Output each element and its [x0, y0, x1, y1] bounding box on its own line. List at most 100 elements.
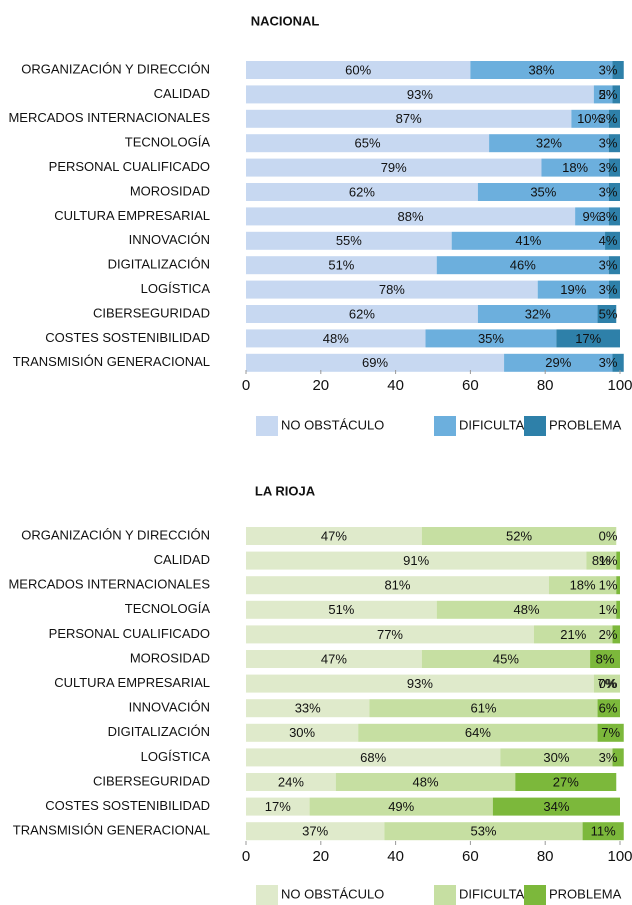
bar-segment: [612, 748, 624, 767]
chart-title: LA RIOJA: [255, 483, 316, 498]
value-label: 62%: [349, 184, 375, 199]
value-label: 51%: [328, 602, 354, 617]
legend-label: DIFICULTAD: [459, 417, 534, 432]
bar-segment: [593, 85, 613, 104]
bar-segment: [597, 305, 617, 323]
bar-segment: [246, 61, 471, 79]
x-tick-label: 0: [242, 377, 250, 394]
value-label: 0%: [599, 528, 618, 543]
bar-segment: [384, 822, 583, 841]
value-label: 52%: [506, 528, 532, 543]
bar-segment: [586, 551, 617, 570]
bar-segment: [246, 183, 478, 201]
bar-segment: [421, 650, 591, 668]
legend-label: PROBLEMA: [549, 417, 622, 432]
category-label: CULTURA EMPRESARIAL: [54, 675, 210, 690]
value-label: 3%: [599, 184, 618, 199]
value-label: 1%: [599, 553, 618, 568]
x-tick-label: 0: [242, 848, 250, 865]
bar-segment: [246, 822, 385, 841]
value-label: 77%: [377, 627, 403, 642]
value-label: 2%: [599, 87, 618, 102]
value-label: 7%: [601, 725, 620, 740]
value-label: 18%: [570, 578, 596, 593]
value-label: 7%: [598, 676, 617, 691]
bar-segment: [246, 280, 538, 299]
bar-segment: [612, 353, 624, 372]
chart-title: NACIONAL: [251, 13, 320, 28]
category-label: CULTURA EMPRESARIAL: [54, 208, 210, 223]
value-label: 3%: [599, 136, 618, 151]
value-label: 2%: [599, 627, 618, 642]
bar-segment: [246, 158, 542, 177]
value-label: 3%: [599, 160, 618, 175]
bar-segment: [616, 600, 620, 619]
category-label: TECNOLOGÍA: [125, 135, 211, 150]
bar-segment: [246, 305, 478, 323]
value-label: 30%: [543, 750, 569, 765]
x-tick-label: 20: [312, 377, 329, 394]
value-label: 87%: [396, 111, 422, 126]
value-label: 27%: [553, 774, 579, 789]
value-label: 34%: [543, 799, 569, 814]
category-label: MOROSIDAD: [130, 183, 210, 198]
bar-segment: [335, 773, 516, 791]
category-label: MERCADOS INTERNACIONALES: [8, 577, 210, 592]
category-label: MOROSIDAD: [130, 650, 210, 665]
value-label: 3%: [599, 282, 618, 297]
value-label: 41%: [515, 233, 541, 248]
value-label: 30%: [289, 725, 315, 740]
bar-segment: [537, 280, 609, 299]
legend-label: NO OBSTÁCULO: [281, 886, 384, 901]
category-label: DIGITALIZACIÓN: [108, 257, 210, 272]
value-label: 45%: [493, 651, 519, 666]
x-tick-label: 80: [537, 848, 554, 865]
category-label: CALIDAD: [154, 86, 210, 101]
value-label: 24%: [278, 774, 304, 789]
value-label: 3%: [599, 258, 618, 273]
bar-segment: [608, 280, 620, 299]
bar-segment: [436, 600, 617, 619]
bar-segment: [582, 822, 624, 841]
bar-segment: [246, 723, 359, 742]
value-label: 32%: [536, 136, 562, 151]
value-label: 46%: [510, 258, 536, 273]
x-tick-label: 20: [312, 848, 329, 865]
value-label: 33%: [295, 701, 321, 716]
bar-segment: [246, 109, 572, 128]
bar-segment: [246, 256, 437, 275]
bar-segment: [608, 158, 620, 177]
bar-segment: [421, 527, 617, 545]
value-label: 60%: [345, 62, 371, 77]
value-label: 69%: [362, 355, 388, 370]
value-label: 18%: [562, 160, 588, 175]
value-label: 35%: [478, 331, 504, 346]
value-label: 48%: [413, 774, 439, 789]
category-label: LOGÍSTICA: [141, 281, 211, 296]
legend-swatch: [434, 416, 456, 436]
value-label: 32%: [525, 306, 551, 321]
bar-segment: [616, 576, 620, 595]
bar-segment: [369, 699, 598, 718]
value-label: 55%: [336, 233, 362, 248]
bar-segment: [246, 207, 576, 226]
value-label: 1%: [599, 602, 618, 617]
category-label: TECNOLOGÍA: [125, 601, 211, 616]
value-label: 61%: [470, 701, 496, 716]
value-label: 17%: [265, 799, 291, 814]
category-label: TRANSMISIÓN GENERACIONAL: [13, 354, 210, 369]
bar-segment: [608, 256, 620, 275]
value-label: 3%: [599, 62, 618, 77]
bar-segment: [246, 527, 422, 545]
bar-segment: [575, 207, 609, 226]
value-label: 3%: [599, 750, 618, 765]
x-tick-label: 60: [462, 377, 479, 394]
value-label: 3%: [599, 209, 618, 224]
bar-segment: [451, 231, 606, 250]
x-tick-label: 60: [462, 848, 479, 865]
bar-segment: [246, 650, 422, 668]
category-label: ORGANIZACIÓN Y DIRECCIÓN: [21, 527, 210, 542]
value-label: 1%: [599, 578, 618, 593]
bar-segment: [309, 797, 493, 816]
